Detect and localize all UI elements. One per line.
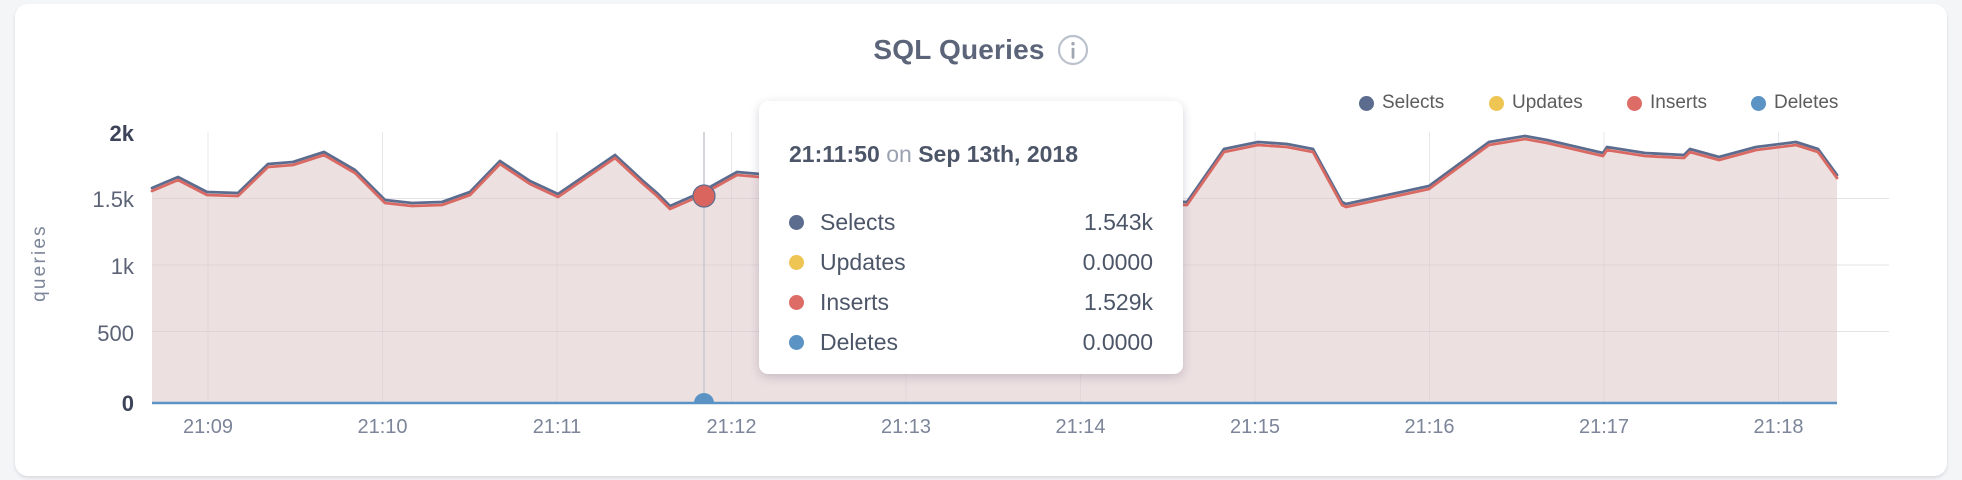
svg-text:0: 0: [122, 391, 134, 416]
svg-text:21:17: 21:17: [1579, 416, 1629, 438]
svg-text:21:13: 21:13: [881, 416, 931, 438]
svg-text:21:18: 21:18: [1753, 416, 1803, 438]
svg-text:21:15: 21:15: [1230, 416, 1280, 438]
svg-text:21:10: 21:10: [357, 416, 407, 438]
svg-text:500: 500: [97, 321, 134, 346]
svg-text:21:14: 21:14: [1055, 416, 1105, 438]
svg-text:21:11: 21:11: [533, 416, 582, 438]
svg-text:1k: 1k: [111, 254, 135, 279]
svg-text:21:12: 21:12: [706, 416, 756, 438]
svg-text:1.5k: 1.5k: [92, 187, 135, 212]
svg-text:21:16: 21:16: [1404, 416, 1454, 438]
svg-text:21:09: 21:09: [183, 416, 233, 438]
svg-text:2k: 2k: [110, 121, 135, 146]
